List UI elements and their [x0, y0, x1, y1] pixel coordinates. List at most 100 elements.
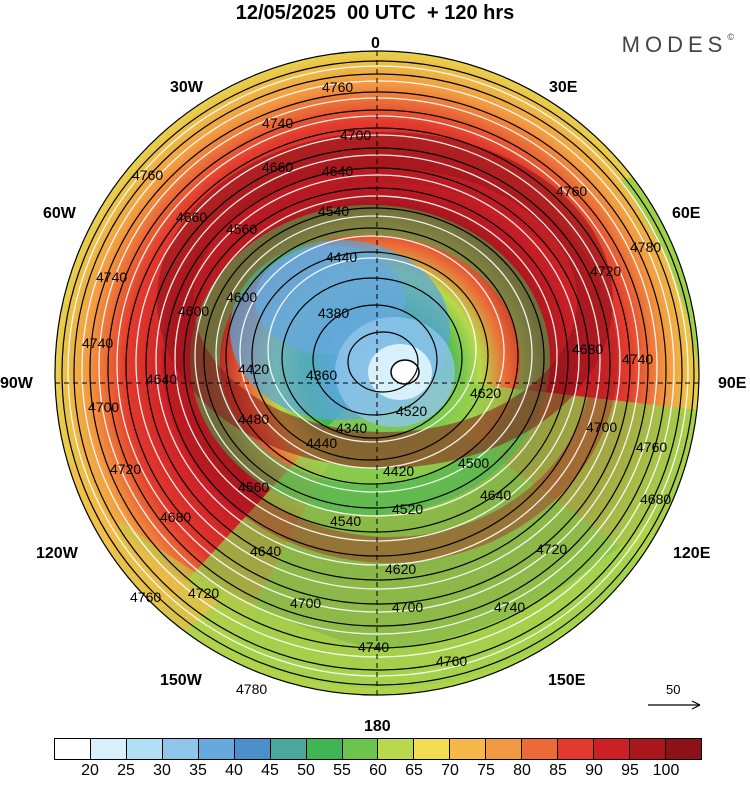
colorbar-cell: [558, 739, 595, 759]
contour-label: 4560: [238, 479, 269, 495]
lon-label-120e: 120E: [673, 545, 711, 562]
lon-label-60w: 60W: [43, 205, 76, 222]
lon-label-30w: 30W: [170, 79, 203, 96]
colorbar-cell: [270, 739, 307, 759]
contour-label: 4740: [262, 115, 293, 131]
contour-label: 4720: [110, 461, 141, 477]
contour-label: 4420: [238, 361, 269, 377]
brand-logo: MODES©: [622, 32, 734, 58]
colorbar: [54, 738, 702, 760]
brand-mark: ©: [727, 32, 734, 42]
colorbar-tick-label: 100: [652, 762, 680, 779]
contour-label: 4700: [340, 127, 371, 143]
colorbar-cell: [126, 739, 163, 759]
contour-label: 4740: [82, 335, 113, 351]
colorbar-cell: [342, 739, 379, 759]
reference-vector: [648, 700, 701, 710]
lon-label-90w: 90W: [0, 375, 33, 392]
contour-label: 4500: [458, 455, 489, 471]
contour-label: 4720: [188, 585, 219, 601]
colorbar-tick-label: 35: [189, 762, 207, 779]
map-title: 12/05/2025 00 UTC + 120 hrs: [235, 2, 515, 24]
contour-label: 4560: [226, 221, 257, 237]
contour-label: 4380: [318, 305, 349, 321]
colorbar-labels: 20 25 30 35 40 45 50 55 60 65 70 75 80 85 90 95 100: [54, 762, 702, 782]
contour-label: 4340: [336, 420, 367, 436]
colorbar-tick-label: 60: [369, 762, 387, 779]
contour-label: 4740: [622, 351, 653, 367]
contour-label: 4440: [306, 435, 337, 451]
colorbar-tick-label: 65: [405, 762, 423, 779]
wind-streamlines: [67, 65, 689, 677]
lon-label-120w: 120W: [36, 545, 78, 562]
contour-label: 4660: [176, 209, 207, 225]
contour-label: 4620: [470, 385, 501, 401]
contour-label: 4700: [586, 419, 617, 435]
contour-label: 4760: [322, 79, 353, 95]
contour-label: 4520: [396, 403, 427, 419]
colorbar-cell: [665, 739, 701, 759]
height-contours: [61, 60, 695, 686]
colorbar-cell: [162, 739, 199, 759]
colorbar-cell: [414, 739, 451, 759]
contour-label: 4700: [88, 399, 119, 415]
colorbar-cell: [594, 739, 630, 759]
contour-label: 4740: [358, 639, 389, 655]
contour-label: 4640: [322, 163, 353, 179]
colorbar-cell: [90, 739, 127, 759]
reference-vector-label: 50: [666, 682, 681, 697]
colorbar-cell: [306, 739, 343, 759]
contour-label: 4780: [236, 681, 267, 697]
colorbar-tick-label: 55: [333, 762, 351, 779]
colorbar-tick-label: 70: [441, 762, 459, 779]
lon-label-90e: 90E: [718, 375, 747, 392]
colorbar-tick-label: 50: [297, 762, 315, 779]
contour-label: 4780: [630, 239, 661, 255]
contour-label: 4760: [130, 589, 161, 605]
contour-label: 4540: [330, 513, 361, 529]
contour-label: 4600: [226, 289, 257, 305]
contour-label: 4720: [590, 263, 621, 279]
colorbar-tick-label: 40: [225, 762, 243, 779]
contour-label: 4620: [385, 561, 416, 577]
contour-label: 4700: [392, 599, 423, 615]
colorbar-cell: [450, 739, 487, 759]
contour-label: 4760: [556, 183, 587, 199]
colorbar-cell: [630, 739, 666, 759]
map-boundary: [54, 50, 700, 696]
contour-label: 4480: [238, 411, 269, 427]
contour-label: 4640: [146, 371, 177, 387]
colorbar-cell: [486, 739, 523, 759]
colorbar-cell: [234, 739, 271, 759]
contour-label: 4760: [636, 439, 667, 455]
contour-label: 4700: [290, 595, 321, 611]
colorbar-tick-label: 30: [153, 762, 171, 779]
colorbar-tick-label: 90: [585, 762, 603, 779]
colorbar-tick-label: 45: [261, 762, 279, 779]
contour-label: 4640: [250, 543, 281, 559]
colorbar-tick-label: 80: [513, 762, 531, 779]
contour-labels: 4760 4740 4700 4660 4640 4540 4560 4440 …: [82, 79, 671, 697]
lon-label-30e: 30E: [549, 79, 578, 96]
lon-label-150e: 150E: [548, 672, 586, 689]
contour-label: 4660: [262, 159, 293, 175]
contour-label: 4680: [572, 341, 603, 357]
contour-label: 4360: [306, 367, 337, 383]
contour-label: 4680: [160, 509, 191, 525]
colorbar-cell: [55, 739, 91, 759]
reference-vector-legend: 50: [640, 682, 710, 712]
contour-label: 4520: [392, 501, 423, 517]
contour-label: 4680: [640, 491, 671, 507]
colorbar-cell: [198, 739, 235, 759]
lon-label-60e: 60E: [672, 205, 701, 222]
brand-text: MODES: [621, 32, 728, 57]
contour-label: 4720: [536, 541, 567, 557]
contour-label: 4740: [494, 599, 525, 615]
colorbar-tick-label: 75: [477, 762, 495, 779]
colorbar-tick-label: 95: [621, 762, 639, 779]
colorbar-tick-label: 25: [117, 762, 135, 779]
contour-label: 4420: [383, 463, 414, 479]
colorbar-cell: [522, 739, 559, 759]
lon-label-150w: 150W: [160, 672, 202, 689]
